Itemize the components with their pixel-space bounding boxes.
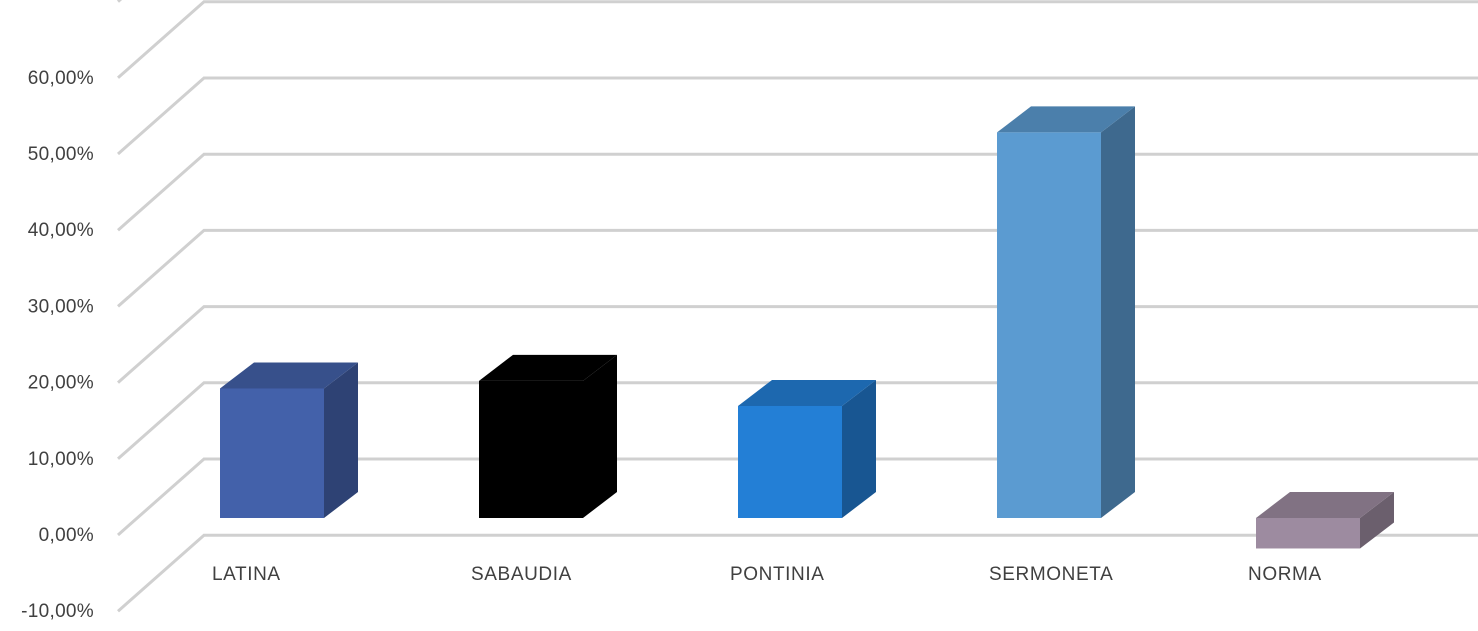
y-tick-label: 60,00% bbox=[28, 68, 94, 89]
bar-side bbox=[842, 379, 876, 518]
bar-top bbox=[1256, 492, 1394, 518]
gridline bbox=[117, 152, 1478, 232]
bar-front bbox=[997, 132, 1101, 519]
gridline bbox=[117, 76, 1478, 156]
bar-front bbox=[220, 388, 324, 518]
bar-side bbox=[583, 354, 617, 518]
y-tick-label: 30,00% bbox=[28, 296, 94, 317]
bar-top bbox=[479, 354, 617, 381]
bar-side bbox=[324, 362, 358, 518]
bar-pontinia bbox=[738, 379, 876, 518]
bar-latina bbox=[220, 362, 358, 518]
y-tick-label: 10,00% bbox=[28, 449, 94, 470]
bar-sermoneta bbox=[997, 106, 1135, 519]
bar-top bbox=[997, 106, 1135, 133]
bar-front bbox=[479, 380, 583, 518]
category-label: PONTINIA bbox=[730, 564, 825, 585]
y-tick-label: -10,00% bbox=[21, 601, 94, 622]
bar-front bbox=[1256, 518, 1360, 549]
bar-front bbox=[738, 405, 842, 518]
y-tick-label: 50,00% bbox=[28, 144, 94, 165]
category-label: SABAUDIA bbox=[471, 564, 572, 585]
gridline bbox=[117, 0, 1478, 79]
category-label: LATINA bbox=[212, 564, 281, 585]
category-label: SERMONETA bbox=[989, 564, 1113, 585]
bar-norma bbox=[1256, 492, 1394, 549]
category-label: NORMA bbox=[1248, 564, 1322, 585]
y-axis-tick-labels: -10,00% 0,00% 10,00% 20,00% 30,00% 40,00% 50,0… bbox=[21, 68, 94, 622]
y-tick-label: 40,00% bbox=[28, 220, 94, 241]
bar-side bbox=[1360, 492, 1394, 549]
x-axis-category-labels: LATINA SABAUDIA PONTINIA SERMONETA NORMA bbox=[212, 564, 1322, 585]
bar-top bbox=[220, 362, 358, 389]
bar-top bbox=[738, 379, 876, 406]
bars bbox=[220, 106, 1394, 549]
gridline bbox=[117, 533, 1478, 613]
y-tick-label: 0,00% bbox=[39, 525, 94, 546]
bar-side bbox=[1101, 106, 1135, 518]
bar-sabaudia bbox=[479, 354, 617, 518]
gridline bbox=[117, 228, 1478, 308]
gridlines bbox=[117, 0, 1478, 613]
y-tick-label: 20,00% bbox=[28, 373, 94, 394]
